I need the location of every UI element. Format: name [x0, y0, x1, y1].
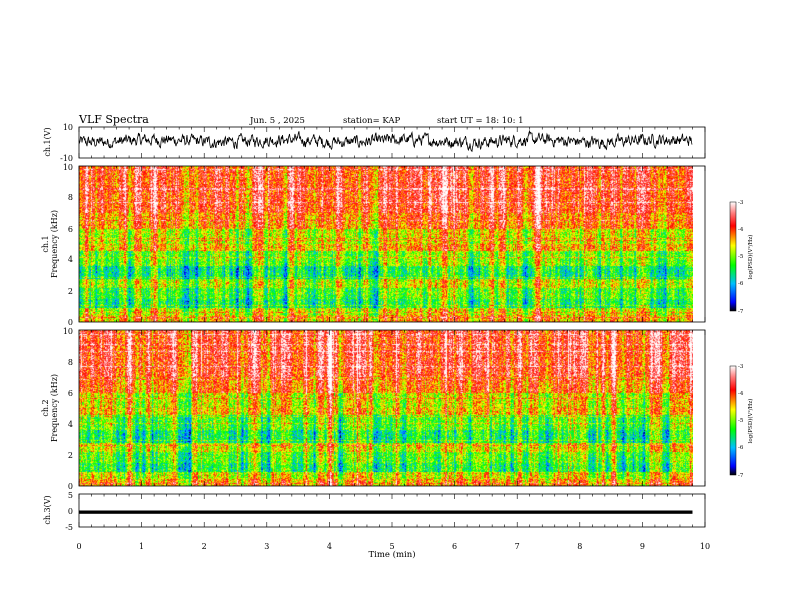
ch2-spec-ytick-4: 4	[68, 420, 73, 429]
cb1-tick-m6: -6	[738, 281, 744, 287]
ch1-ytick-top: 10	[63, 123, 73, 132]
ch1-spec-ytick-4: 4	[68, 255, 73, 264]
spectrogram-ch1-image	[79, 166, 693, 322]
cb1-tick-m3: -3	[738, 200, 744, 206]
time-axis-ticks	[78, 127, 706, 527]
xtick-label-0: 0	[76, 542, 81, 551]
cb2-tick-m4: -4	[738, 391, 744, 397]
ch1-spec-yticks: 0 2 4 6 8 10	[63, 163, 73, 327]
xtick-label-7: 7	[515, 542, 520, 551]
xtick-label-9: 9	[640, 542, 645, 551]
ch1-spec-ytick-8: 8	[68, 193, 73, 202]
xtick-label-4: 4	[327, 542, 332, 551]
colorbar-ch1	[729, 201, 737, 312]
ch2-spec-ylabel: ch.2	[41, 399, 50, 416]
spectrogram-ch2-panel: 0 2 4 6 8 10 ch.2 Frequency (kHz) -3 -4 …	[41, 327, 754, 491]
ch2-spec-ytick-0: 0	[68, 482, 73, 491]
xtick-label-10: 10	[700, 542, 710, 551]
ch1-spec-ytick-10: 10	[63, 163, 73, 172]
cb2-tick-m3: -3	[738, 364, 744, 370]
ch2-spec-ylabel-frequency: Frequency (kHz)	[50, 374, 59, 442]
cb2-tick-m7: -7	[738, 473, 744, 479]
xtick-label-2: 2	[202, 542, 207, 551]
start-time-label: start UT = 18: 10: 1	[437, 116, 524, 126]
cb1-tick-m5: -5	[738, 254, 744, 260]
ch1-spec-ytick-0: 0	[68, 318, 73, 327]
cb1-label: log(PSD)(V²/Hz)	[747, 235, 754, 280]
waveform-ch1-line	[78, 129, 693, 153]
ch1-spec-ylabel: ch.1	[41, 235, 50, 252]
ch2-spec-ytick-10: 10	[63, 327, 73, 336]
station-label: station= KAP	[343, 116, 401, 126]
ch2-spec-yticks: 0 2 4 6 8 10	[63, 327, 73, 491]
cb2-tick-m5: -5	[738, 418, 744, 424]
ch3-ytick-0: 0	[68, 507, 73, 516]
cb2-tick-m6: -6	[738, 445, 744, 451]
cb2-label: log(PSD)(V²/Hz)	[747, 399, 754, 444]
xtick-label-8: 8	[577, 542, 582, 551]
ch1-ylabel: ch.1(V)	[43, 127, 52, 156]
date-label: Jun. 5 , 2025	[249, 116, 305, 126]
xtick-label-6: 6	[452, 542, 457, 551]
spectrogram-ch2-image	[79, 330, 693, 486]
waveform-ch3-band	[79, 510, 693, 514]
xtick-label-1: 1	[139, 542, 144, 551]
xtick-label-5: 5	[389, 542, 394, 551]
cb1-tick-m7: -7	[738, 309, 744, 315]
ch3-ylabel: ch.3(V)	[43, 495, 52, 524]
colorbar-ch2	[729, 365, 737, 476]
ch1-spec-ytick-6: 6	[68, 225, 73, 234]
time-axis-label: Time (min)	[368, 549, 415, 560]
xtick-label-3: 3	[264, 542, 269, 551]
ch2-spec-ytick-2: 2	[68, 451, 73, 460]
waveform-ch3-panel: 5 0 -5 ch.3(V)	[43, 491, 706, 532]
ch1-spec-ylabel-frequency: Frequency (kHz)	[50, 210, 59, 278]
figure-title: VLF Spectra	[78, 113, 149, 126]
spectrogram-ch1-panel: 0 2 4 6 8 10 ch.1 Frequency (kHz) -3 -4 …	[41, 163, 754, 327]
cb1-tick-m4: -4	[738, 227, 744, 233]
ch3-ytick-5: 5	[68, 491, 73, 500]
ch3-ytick-m5: -5	[65, 523, 73, 532]
ch1-ytick-bottom: -10	[60, 154, 73, 163]
ch2-spec-ytick-6: 6	[68, 389, 73, 398]
ch2-spec-ytick-8: 8	[68, 358, 73, 367]
ch1-spec-ytick-2: 2	[68, 287, 73, 296]
time-axis-labels: 0 1 2 3 4 5 6 7 8 9 10	[76, 542, 710, 551]
waveform-ch1-panel: 10 -10 ch.1(V)	[43, 123, 706, 163]
